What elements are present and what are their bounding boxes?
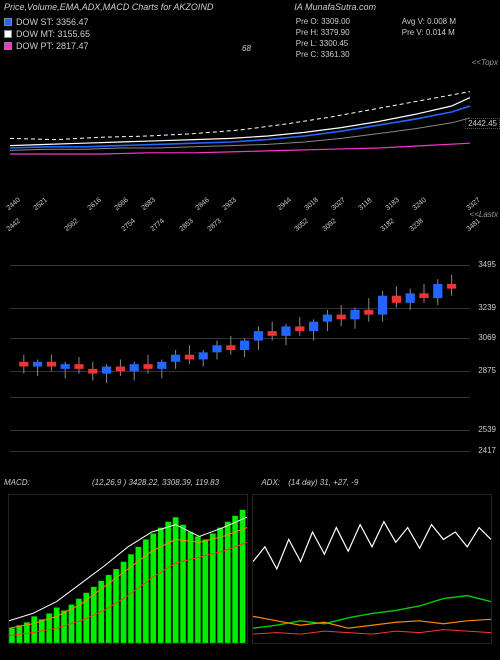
x-tick: 3052: [293, 218, 309, 233]
legend-item: DOW MT: 3155.65: [4, 28, 90, 40]
y-tick: 2539: [478, 425, 496, 434]
adx-svg: [253, 495, 491, 643]
x-tick: 2440: [6, 197, 22, 212]
x-tick: 3092: [322, 218, 338, 233]
x-tick: 2683: [141, 197, 157, 212]
macd-svg: [9, 495, 247, 643]
legend-item: DOW PT: 2817.47: [4, 40, 90, 52]
macd-values: (12,26,9 ) 3428.22, 3308.39, 119.83: [92, 478, 219, 487]
x-tick: 2666: [114, 197, 130, 212]
y-tick: 3069: [478, 333, 496, 342]
legend-swatch: [4, 42, 12, 50]
legend-swatch: [4, 30, 12, 38]
x-tick: 2944: [276, 197, 292, 212]
legend-label: DOW ST: 3356.47: [16, 16, 89, 28]
indicator-panels: [8, 494, 492, 644]
top-x-axis: 2440252126162666268328462933294430183027…: [10, 192, 470, 212]
x-tick: 2873: [207, 218, 223, 233]
x-tick: 3027: [330, 197, 346, 212]
y-tick: 2417: [478, 446, 496, 455]
x-tick: 3240: [411, 197, 427, 212]
candlestick-panel: <<Lastx 24422562275427742853287330523092…: [0, 214, 500, 468]
stats-row: Pre L: 3300.45: [296, 38, 456, 49]
candles-svg: [10, 232, 470, 468]
adx-label: ADX:: [261, 478, 280, 487]
panel-tag-mid: <<Lastx: [470, 210, 498, 219]
x-tick: 3481: [466, 218, 482, 233]
x-tick: 3183: [384, 197, 400, 212]
x-tick: 3182: [379, 218, 395, 233]
title-left: Price,Volume,EMA,ADX,MACD Charts for AKZ…: [4, 2, 213, 12]
x-tick: 2774: [149, 218, 165, 233]
legend-label: DOW MT: 3155.65: [16, 28, 90, 40]
legend-item: DOW ST: 3356.47: [4, 16, 90, 28]
x-tick: 2442: [6, 218, 22, 233]
y-tick: 3495: [478, 260, 496, 269]
adx-panel: [252, 494, 492, 644]
x-tick: 2853: [178, 218, 194, 233]
x-tick: 2521: [33, 197, 49, 212]
legend-swatch: [4, 18, 12, 26]
mid-x-axis: 2442256227542774285328733052309231823238…: [10, 214, 470, 232]
title-right: IA MunafaSutra.com: [294, 2, 376, 12]
adx-values: (14 day) 31, +27, -9: [288, 478, 358, 487]
legend: DOW ST: 3356.47DOW MT: 3155.65DOW PT: 28…: [4, 16, 90, 52]
legend-label: DOW PT: 2817.47: [16, 40, 89, 52]
chart-header: Price,Volume,EMA,ADX,MACD Charts for AKZ…: [4, 2, 496, 52]
x-tick: 2616: [87, 197, 103, 212]
x-tick: 2754: [121, 218, 137, 233]
x-tick: 2846: [195, 197, 211, 212]
y-tick: 2875: [478, 366, 496, 375]
macd-label-row: MACD: (12,26,9 ) 3428.22, 3308.39, 119.8…: [4, 478, 358, 487]
x-tick: 3118: [357, 197, 373, 212]
x-tick: 2933: [222, 197, 238, 212]
macd-panel: [8, 494, 248, 644]
y-tick: 3239: [478, 303, 496, 312]
ema-lines-svg: [10, 52, 470, 172]
ema-line-panel: <<Topx 2440 2521 2616 2666 2683 2846 2933 2944 3…: [0, 52, 500, 212]
stats-row: Pre O: 3309.00Avg V: 0.008 M: [296, 16, 456, 27]
panel-tag-top: <<Topx: [472, 58, 498, 67]
x-tick: 3238: [408, 218, 424, 233]
x-tick: 3018: [303, 197, 319, 212]
stats-row: Pre H: 3379.90Pre V: 0.014 M: [296, 27, 456, 38]
price-marker-label: 2442.45: [465, 118, 500, 129]
macd-label: MACD:: [4, 478, 30, 487]
x-tick: 2562: [63, 218, 79, 233]
